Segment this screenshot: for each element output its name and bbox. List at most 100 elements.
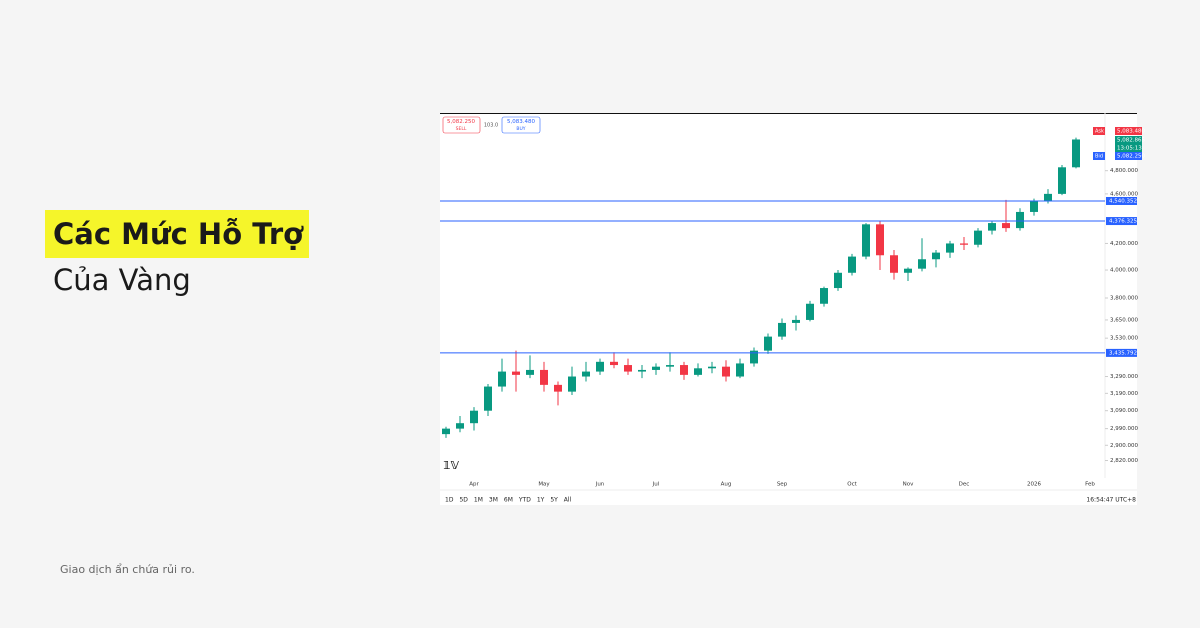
timeframe-button[interactable]: All <box>564 497 572 504</box>
candle-body <box>974 230 982 245</box>
y-tick-label: 2,900.000 <box>1110 443 1138 449</box>
subtitle: Của Vàng <box>53 263 191 297</box>
candle-body <box>610 361 618 366</box>
candle-body <box>666 365 674 367</box>
x-tick-label: Dec <box>959 482 970 488</box>
candle-body <box>1016 211 1024 229</box>
candle-body <box>456 423 464 429</box>
x-tick-label: Feb <box>1085 482 1095 488</box>
candle-body <box>848 256 856 273</box>
logo: 𝟙𝕍 <box>443 459 460 472</box>
candle-body <box>638 369 646 372</box>
candle-body <box>890 255 898 273</box>
x-tick-label: Jul <box>652 482 660 488</box>
price-tag-label: 5,082.250 <box>1117 154 1145 160</box>
sell-price: 5,082.250 <box>447 119 475 125</box>
y-tick-label: 3,650.000 <box>1110 317 1138 323</box>
timeframe-button[interactable]: 6M <box>504 497 513 504</box>
timeframe-button[interactable]: 5D <box>459 497 468 504</box>
sell-box <box>442 116 481 134</box>
price-tag <box>1115 152 1142 160</box>
candle-body <box>904 268 912 273</box>
buy-box <box>501 116 541 134</box>
candle-body <box>778 322 786 337</box>
candle-body <box>512 371 520 375</box>
y-tick-label: 3,090.000 <box>1110 408 1138 414</box>
y-tick-label: 2,990.000 <box>1110 426 1138 432</box>
candle-body <box>624 365 632 372</box>
candle-body <box>792 319 800 323</box>
candle-body <box>442 428 450 435</box>
x-tick-label: Jun <box>595 482 605 488</box>
sell-label: SELL <box>456 126 467 132</box>
x-tick-label: Sep <box>777 482 788 488</box>
support-label: 3,435.792 <box>1109 350 1137 356</box>
y-tick-label: 3,190.000 <box>1110 391 1138 397</box>
timeframe-button[interactable]: 3M <box>489 497 498 504</box>
y-tick-label: 4,000.000 <box>1110 268 1138 274</box>
candle-body <box>526 369 534 375</box>
candle-body <box>652 366 660 370</box>
candle-body <box>708 366 716 369</box>
candle-body <box>596 361 604 372</box>
candle-body <box>470 410 478 424</box>
x-tick-label: Aug <box>721 482 732 488</box>
candle-body <box>1044 193 1052 202</box>
candle-body <box>582 371 590 377</box>
y-tick-label: 4,600.000 <box>1110 191 1138 197</box>
price-tag-kind-label: Ask <box>1095 129 1104 135</box>
x-tick-label: Oct <box>847 482 857 488</box>
price-tag-kind <box>1093 127 1105 135</box>
candle-body <box>694 368 702 375</box>
buy-price: 5,083.480 <box>507 119 535 125</box>
timeframe-button[interactable]: 1Y <box>537 497 545 504</box>
support-tag <box>1106 348 1137 357</box>
price-tag-kind-label: Bid <box>1095 154 1103 160</box>
candle-body <box>1072 139 1080 168</box>
candle-body <box>680 365 688 375</box>
y-tick-label: 3,530.000 <box>1110 336 1138 342</box>
support-label: 4,376.325 <box>1109 219 1137 225</box>
candle-body <box>554 384 562 392</box>
y-tick-label: 2,820.000 <box>1110 458 1138 464</box>
support-tag <box>1106 196 1137 205</box>
candle-body <box>736 363 744 377</box>
y-tick-label: 3,290.000 <box>1110 374 1138 380</box>
candle-body <box>1058 167 1066 194</box>
price-tag <box>1115 127 1142 135</box>
candle-body <box>988 223 996 231</box>
support-label: 4,540.352 <box>1109 198 1137 204</box>
candle-body <box>568 376 576 392</box>
clock: 16:54:47 UTC+8 <box>1086 497 1136 504</box>
candle-body <box>932 252 940 260</box>
spread: 103.0 <box>484 123 498 129</box>
price-tag <box>1115 144 1142 152</box>
timeframe-button[interactable]: 1D <box>445 497 454 504</box>
timeframe-button[interactable]: YTD <box>518 497 531 504</box>
price-tag <box>1115 136 1142 144</box>
y-tick-label: 3,800.000 <box>1110 295 1138 301</box>
candle-body <box>484 386 492 411</box>
price-tag-label: 13:05:13 <box>1117 146 1142 152</box>
buy-label: BUY <box>516 126 525 132</box>
price-tag-label: 5,083.480 <box>1117 129 1145 135</box>
candle-body <box>918 259 926 269</box>
candle-body <box>540 369 548 385</box>
candle-body <box>1030 201 1038 212</box>
candle-body <box>1002 223 1010 229</box>
timeframe-button[interactable]: 1M <box>474 497 483 504</box>
title: Các Mức Hỗ Trợ <box>45 210 310 258</box>
candle-body <box>834 272 842 289</box>
candle-body <box>764 336 772 351</box>
candle-body <box>722 366 730 377</box>
x-tick-label: 2026 <box>1027 482 1041 488</box>
y-tick-label: 4,200.000 <box>1110 241 1138 247</box>
disclaimer: Giao dịch ẩn chứa rủi ro. <box>60 563 195 576</box>
x-tick-label: May <box>538 482 550 488</box>
candle-body <box>946 243 954 253</box>
candle-body <box>862 224 870 257</box>
timeframe-button[interactable]: 5Y <box>550 497 558 504</box>
price-tag-label: 5,082.865 <box>1117 138 1145 144</box>
